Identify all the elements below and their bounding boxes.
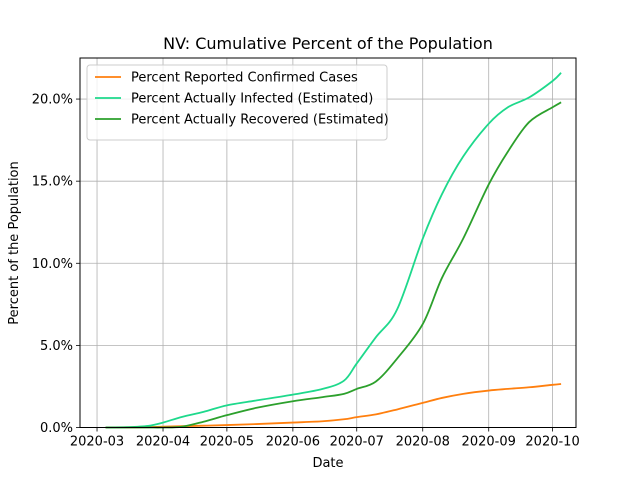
y-tick-label: 10.0% — [32, 257, 73, 272]
y-tick-label: 5.0% — [40, 339, 73, 354]
chart-title: NV: Cumulative Percent of the Population — [163, 34, 493, 53]
x-tick-label: 2020-05 — [200, 435, 254, 450]
axis-ticks: 2020-03 2020-04 2020-05 2020-06 2020-07 2020-… — [32, 93, 580, 450]
plot-frame — [79, 57, 577, 428]
y-tick-label: 0.0% — [40, 421, 73, 436]
y-tick-label: 20.0% — [32, 93, 73, 108]
legend-box — [86, 64, 388, 141]
x-tick-label: 2020-08 — [396, 435, 450, 450]
y-axis-label: Percent of the Population — [7, 161, 22, 324]
x-tick-label: 2020-06 — [266, 435, 320, 450]
series-line-1 — [105, 72, 562, 429]
legend-label: Percent Actually Recovered (Estimated) — [131, 113, 389, 128]
x-tick-label: 2020-10 — [525, 435, 579, 450]
y-tick-label: 15.0% — [32, 175, 73, 190]
legend-label: Percent Reported Confirmed Cases — [131, 71, 358, 86]
x-axis-label: Date — [312, 456, 343, 471]
x-tick-label: 2020-09 — [462, 435, 516, 450]
x-tick-label: 2020-04 — [136, 435, 190, 450]
legend: Percent Reported Confirmed Cases Percent … — [86, 64, 389, 141]
x-tick-label: 2020-07 — [330, 435, 384, 450]
x-tick-label: 2020-03 — [70, 435, 124, 450]
series-line-0 — [105, 383, 562, 429]
legend-label: Percent Actually Infected (Estimated) — [131, 92, 373, 107]
